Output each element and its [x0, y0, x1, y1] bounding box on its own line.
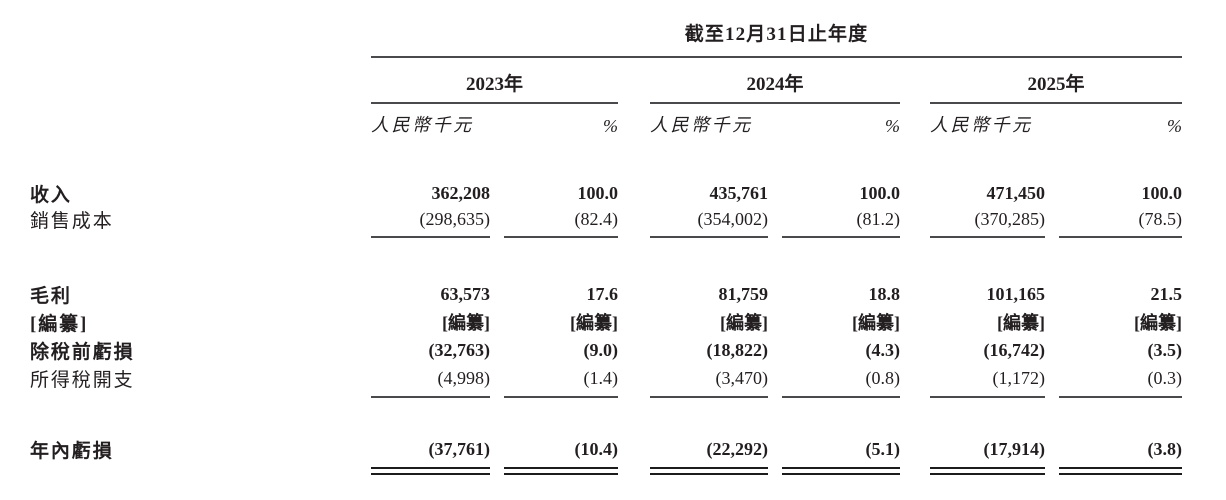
cell-value: (4,998) [437, 367, 491, 388]
table-double-rule [782, 467, 900, 475]
cell-value: (370,285) [974, 208, 1046, 229]
period-header-label: 截至12月31日止年度 [684, 24, 869, 45]
cell-value: (3.8) [1147, 438, 1183, 459]
spacer [30, 140, 1182, 180]
row-label-loss-for-year: 年內虧損 [30, 440, 114, 462]
cell-value: (78.5) [1138, 208, 1183, 229]
table-rule [371, 236, 490, 248]
cell-value: 18.8 [868, 283, 901, 304]
row-label-revenue: 收入 [30, 184, 72, 206]
year-header-2024: 2024年 [650, 58, 900, 104]
year-label: 2025年 [1027, 74, 1085, 95]
year-label: 2024年 [746, 74, 804, 95]
table-rule [650, 396, 768, 408]
cell-value: 362,208 [431, 182, 491, 203]
cell-value: 21.5 [1150, 283, 1183, 304]
cell-value: [編纂] [852, 313, 900, 333]
cell-value: 100.0 [577, 182, 619, 203]
percent-label: % [603, 116, 618, 136]
row-label-cost-of-sales: 銷售成本 [30, 210, 114, 232]
spacer [30, 406, 1182, 436]
cell-value: (298,635) [419, 208, 491, 229]
table-rule [782, 236, 900, 248]
cell-value: (17,914) [983, 438, 1046, 459]
percent-label: % [885, 116, 900, 136]
cell-value: [編纂] [720, 313, 768, 333]
cell-value: (3.5) [1147, 339, 1183, 360]
percent-label: % [1167, 116, 1182, 136]
cell-value: [編纂] [997, 313, 1045, 333]
cell-value: 100.0 [859, 182, 901, 203]
cell-value: 435,761 [709, 182, 769, 203]
cell-value: (1.4) [583, 367, 619, 388]
cell-value: (81.2) [856, 208, 901, 229]
year-label: 2023年 [465, 74, 523, 95]
table-rule [1059, 236, 1182, 248]
table-double-rule [1059, 467, 1182, 475]
cell-value: [編纂] [570, 313, 618, 333]
cell-value: [編纂] [442, 313, 490, 333]
table-rule [650, 236, 768, 248]
table-rule [930, 236, 1045, 248]
cell-value: (18,822) [706, 339, 769, 360]
cell-value: (4.3) [865, 339, 901, 360]
cell-value: [編纂] [1134, 313, 1182, 333]
cell-value: 81,759 [718, 283, 769, 304]
row-label-income-tax-expense: 所得稅開支 [30, 369, 135, 391]
table-rule [1059, 396, 1182, 408]
cell-value: 101,165 [986, 283, 1046, 304]
table-rule [504, 236, 618, 248]
table-rule [782, 396, 900, 408]
cell-value: (9.0) [583, 339, 619, 360]
cell-value: 471,450 [986, 182, 1046, 203]
period-header: 截至12月31日止年度 [371, 0, 1182, 58]
cell-value: (10.4) [574, 438, 619, 459]
unit-label: 人民幣千元 [371, 115, 474, 135]
unit-label: 人民幣千元 [930, 115, 1033, 135]
unit-label: 人民幣千元 [650, 115, 753, 135]
table-double-rule [371, 467, 490, 475]
cell-value: (16,742) [983, 339, 1046, 360]
table-double-rule [650, 467, 768, 475]
cell-value: (37,761) [428, 438, 491, 459]
year-header-2025: 2025年 [930, 58, 1182, 104]
cell-value: 17.6 [586, 283, 619, 304]
cell-value: (354,002) [697, 208, 769, 229]
spacer [30, 246, 1182, 280]
table-double-rule [504, 467, 618, 475]
subheader-2025: 人民幣千元 % [930, 104, 1182, 140]
cell-value: (32,763) [428, 339, 491, 360]
year-header-2023: 2023年 [371, 58, 618, 104]
table-double-rule [930, 467, 1045, 475]
row-label-loss-before-tax: 除稅前虧損 [30, 341, 135, 363]
cell-value: 100.0 [1141, 182, 1183, 203]
cell-value: (0.3) [1147, 367, 1183, 388]
table-rule [504, 396, 618, 408]
cell-value: (22,292) [706, 438, 769, 459]
table-rule [371, 396, 490, 408]
cell-value: (82.4) [574, 208, 619, 229]
table-rule [930, 396, 1045, 408]
cell-value: (3,470) [715, 367, 769, 388]
cell-value: (5.1) [865, 438, 901, 459]
subheader-2024: 人民幣千元 % [650, 104, 900, 140]
row-label-gross-profit: 毛利 [30, 285, 72, 307]
subheader-2023: 人民幣千元 % [371, 104, 618, 140]
cell-value: (0.8) [865, 367, 901, 388]
row-label-redacted: [編纂] [30, 313, 89, 335]
cell-value: 63,573 [440, 283, 491, 304]
cell-value: (1,172) [992, 367, 1046, 388]
financial-table: 截至12月31日止年度 2023年 2024年 2025年 人民幣千元 % 人民… [30, 0, 1182, 476]
